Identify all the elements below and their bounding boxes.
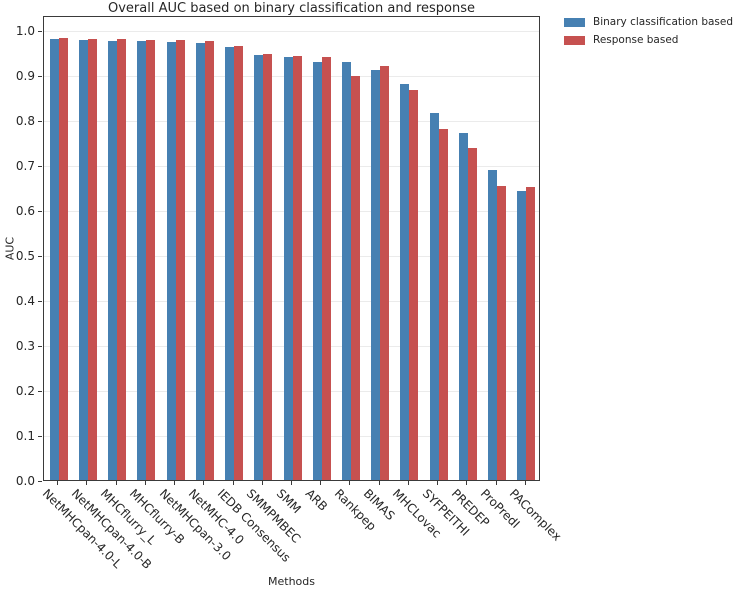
- chart-title: Overall AUC based on binary classificati…: [107, 1, 475, 16]
- legend-label-response: Response based: [593, 34, 679, 46]
- y-axis-label: AUC: [3, 236, 17, 261]
- x-tick-mark: [291, 481, 292, 485]
- bar-binary: [517, 190, 527, 480]
- y-tick-mark: [38, 210, 42, 212]
- bar-binary: [341, 61, 351, 480]
- bar-response: [234, 45, 244, 480]
- bar-response: [321, 56, 331, 480]
- x-tick-mark: [349, 481, 351, 485]
- bar-binary: [458, 132, 468, 480]
- y-tick-mark: [38, 120, 42, 122]
- x-tick-mark: [86, 481, 88, 485]
- y-tick-label: 0.4: [15, 294, 35, 308]
- bar-response: [58, 38, 68, 480]
- bar-binary: [49, 39, 59, 480]
- x-tick-mark: [174, 481, 176, 485]
- bar-response: [438, 129, 448, 480]
- y-tick-label: 0.9: [15, 69, 35, 83]
- y-tick-mark: [38, 435, 42, 437]
- y-tick-label: 1.0: [15, 24, 35, 38]
- legend-swatch-response-icon: [564, 35, 585, 45]
- bar-response: [175, 40, 185, 480]
- bar-binary: [254, 55, 264, 480]
- bar-response: [292, 56, 302, 480]
- y-tick-label: 0.8: [15, 114, 35, 128]
- bar-binary: [108, 40, 118, 480]
- y-tick-label: 0.1: [15, 429, 35, 443]
- bar-response: [87, 39, 97, 480]
- bar-response: [380, 66, 390, 480]
- bar-response: [204, 41, 214, 480]
- x-tick-mark: [261, 481, 263, 485]
- bar-binary: [312, 61, 322, 480]
- x-tick-mark: [203, 481, 205, 485]
- y-tick-mark: [38, 480, 42, 482]
- x-axis-label: Methods: [268, 575, 315, 588]
- legend-label-binary: Binary classification based: [593, 16, 734, 28]
- bar-binary: [195, 43, 205, 480]
- y-tick-label: 0.2: [15, 384, 35, 398]
- legend-item-binary: Binary classification based: [564, 16, 733, 28]
- x-tick-mark: [466, 481, 468, 485]
- y-tick-mark: [38, 345, 42, 347]
- legend-item-response: Response based: [564, 34, 733, 46]
- bar-response: [117, 39, 127, 480]
- legend: Binary classification based Response bas…: [564, 16, 733, 52]
- bar-binary: [137, 41, 147, 480]
- x-tick-mark: [115, 481, 117, 485]
- gridline: [44, 31, 539, 32]
- bar-binary: [166, 41, 176, 480]
- bar-response: [526, 187, 536, 480]
- bar-binary: [371, 69, 381, 480]
- bar-response: [263, 54, 273, 480]
- bar-binary: [429, 113, 439, 480]
- y-tick-label: 0.3: [15, 339, 35, 353]
- bar-response: [146, 39, 156, 480]
- x-tick-mark: [144, 481, 146, 485]
- x-tick-mark: [57, 481, 59, 485]
- bar-response: [467, 147, 477, 480]
- y-tick-mark: [38, 390, 42, 392]
- x-tick-mark: [407, 481, 409, 485]
- x-tick-mark: [320, 481, 322, 485]
- y-tick-label: 0.5: [15, 249, 35, 263]
- y-tick-label: 0.0: [15, 474, 35, 488]
- bar-response: [497, 186, 507, 480]
- x-tick-mark: [524, 481, 526, 485]
- bar-response: [350, 75, 360, 480]
- x-tick-label: ARB: [302, 486, 330, 514]
- x-tick-mark: [232, 481, 234, 485]
- x-tick-mark: [437, 481, 439, 485]
- bar-binary: [225, 46, 235, 480]
- legend-swatch-binary-icon: [564, 17, 585, 27]
- y-tick-mark: [38, 165, 42, 167]
- y-tick-mark: [38, 30, 42, 32]
- bar-response: [409, 89, 419, 480]
- bar-binary: [488, 169, 498, 480]
- x-tick-mark: [378, 481, 380, 485]
- bar-binary: [78, 39, 88, 480]
- bar-binary: [283, 57, 293, 480]
- y-tick-mark: [38, 255, 42, 257]
- x-tick-mark: [495, 481, 497, 485]
- bar-binary: [400, 83, 410, 480]
- y-tick-mark: [38, 300, 42, 302]
- y-tick-label: 0.6: [15, 204, 35, 218]
- plot-area: [43, 16, 540, 481]
- y-tick-mark: [38, 75, 42, 77]
- y-tick-label: 0.7: [15, 159, 35, 173]
